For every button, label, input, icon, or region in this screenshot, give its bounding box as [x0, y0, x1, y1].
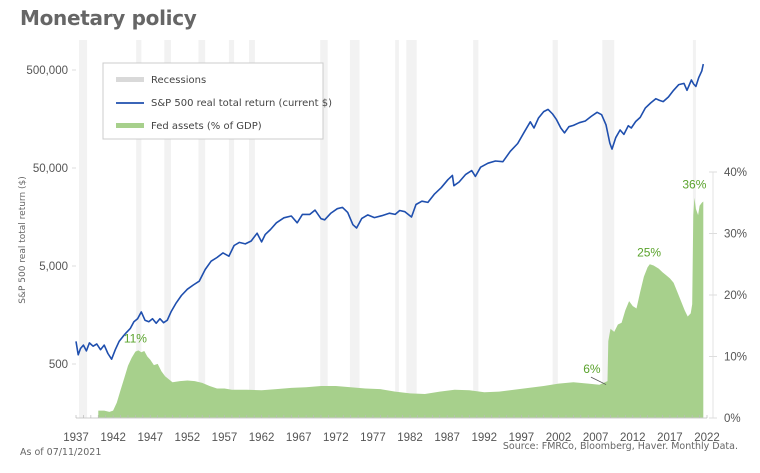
- x-tick-label: 1982: [397, 432, 423, 444]
- page-title: Monetary policy: [20, 6, 197, 30]
- x-tick-label: 1952: [175, 432, 201, 444]
- y2-tick-label: 10%: [724, 352, 747, 364]
- x-tick-label: 1947: [137, 432, 163, 444]
- y2-tick-label: 40%: [724, 167, 747, 179]
- y2-tick-label: 30%: [724, 229, 747, 241]
- annotation-leader-line: [590, 376, 607, 385]
- axes: 1937 1942 1947 1952 1957 1962 1967 1972 1977 1982…: [26, 65, 747, 444]
- recession-band: [78, 40, 88, 418]
- recession-band: [228, 40, 235, 418]
- x-tick-label: 2022: [694, 432, 720, 444]
- recession-band: [320, 40, 328, 418]
- x-tick-label: 1937: [63, 432, 89, 444]
- recession-band: [406, 40, 417, 418]
- recession-band: [602, 40, 615, 418]
- recession-band: [473, 40, 479, 418]
- recession-band: [136, 40, 142, 418]
- x-tick-label: 1997: [509, 432, 535, 444]
- source-note: Source: FMRCo, Bloomberg, Haver. Monthly…: [502, 441, 738, 452]
- y-tick-label: 500: [49, 359, 68, 371]
- recession-band: [164, 40, 172, 418]
- x-tick-label: 2007: [583, 432, 609, 444]
- recession-band: [248, 40, 255, 418]
- y-tick-label: 500,000: [26, 65, 68, 77]
- y-tick-label: 5,000: [39, 261, 68, 273]
- x-tick-label: 1977: [360, 432, 386, 444]
- x-tick-label: 1962: [249, 432, 275, 444]
- y2-tick-label: 20%: [724, 290, 747, 302]
- as-of-date: As of 07/11/2021: [20, 447, 102, 458]
- annotation-label: 6%: [583, 362, 601, 376]
- annotation-label: 25%: [637, 245, 661, 259]
- annotation-label: 36%: [682, 178, 706, 192]
- legend-label-sp500: S&P 500 real total return (current $): [151, 98, 332, 109]
- sp500-line-layer: [75, 63, 705, 360]
- legend: Recessions S&P 500 real total return (cu…: [102, 62, 332, 140]
- x-tick-label: 2002: [546, 432, 572, 444]
- legend-label-fed-assets: Fed assets (% of GDP): [151, 121, 262, 132]
- x-tick-label: 1967: [286, 432, 312, 444]
- recession-bands: [78, 40, 696, 418]
- x-tick-label: 1987: [434, 432, 460, 444]
- y2-tick-label: 0%: [724, 413, 741, 425]
- legend-swatch-fed-assets: [116, 123, 144, 128]
- annotation-label: 11%: [124, 331, 147, 345]
- x-tick-label: 1957: [212, 432, 238, 444]
- x-tick-label: 2017: [657, 432, 683, 444]
- x-tick-label: 1942: [100, 432, 126, 444]
- fed-assets-area: [98, 197, 704, 418]
- recession-band: [349, 40, 360, 418]
- x-tick-label: 1992: [471, 432, 497, 444]
- y-axis-label: S&P 500 real total return ($): [18, 176, 28, 304]
- annotations: 11% 6% 25% 36%: [124, 178, 707, 385]
- legend-swatch-recessions: [116, 77, 144, 82]
- recession-band: [395, 40, 399, 418]
- legend-label-recessions: Recessions: [151, 75, 206, 86]
- recession-band: [198, 40, 206, 418]
- x-tick-label: 1972: [323, 432, 349, 444]
- recession-band: [552, 40, 558, 418]
- fed-assets-area-layer: [98, 197, 704, 418]
- y-tick-label: 50,000: [33, 163, 68, 175]
- sp500-line: [75, 63, 705, 360]
- x-tick-label: 2012: [620, 432, 646, 444]
